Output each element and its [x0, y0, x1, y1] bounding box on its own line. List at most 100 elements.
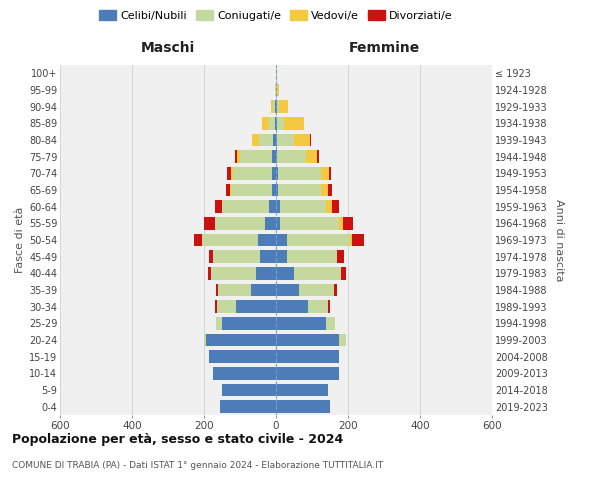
Bar: [222, 200, 269, 213]
Bar: [275, 84, 276, 96]
Bar: [230, 184, 231, 196]
Bar: [276, 250, 287, 263]
Bar: [294, 267, 341, 280]
Bar: [277, 117, 284, 130]
Bar: [332, 200, 339, 213]
Bar: [215, 217, 265, 230]
Bar: [235, 150, 237, 163]
Bar: [339, 334, 346, 346]
Bar: [208, 267, 211, 280]
Bar: [326, 200, 332, 213]
Bar: [287, 234, 350, 246]
Bar: [272, 167, 276, 179]
Bar: [204, 334, 206, 346]
Legend: Celibi/Nubili, Coniugati/e, Vedovi/e, Divorziati/e: Celibi/Nubili, Coniugati/e, Vedovi/e, Di…: [95, 6, 457, 25]
Bar: [276, 67, 277, 80]
Bar: [293, 134, 310, 146]
Bar: [211, 267, 256, 280]
Bar: [251, 284, 276, 296]
Bar: [220, 400, 276, 413]
Bar: [262, 117, 269, 130]
Bar: [280, 217, 339, 230]
Bar: [276, 200, 280, 213]
Bar: [276, 184, 278, 196]
Bar: [277, 134, 293, 146]
Bar: [276, 350, 339, 363]
Bar: [265, 217, 276, 230]
Bar: [275, 100, 276, 113]
Bar: [276, 384, 328, 396]
Bar: [334, 284, 337, 296]
Bar: [206, 334, 276, 346]
Bar: [322, 184, 328, 196]
Bar: [237, 150, 240, 163]
Y-axis label: Fasce di età: Fasce di età: [14, 207, 25, 273]
Bar: [233, 167, 272, 179]
Bar: [287, 100, 288, 113]
Bar: [209, 350, 276, 363]
Bar: [322, 167, 329, 179]
Bar: [273, 134, 276, 146]
Bar: [276, 300, 308, 313]
Bar: [260, 250, 276, 263]
Bar: [284, 117, 304, 130]
Bar: [269, 200, 276, 213]
Bar: [240, 150, 272, 163]
Bar: [275, 117, 276, 130]
Bar: [215, 300, 217, 313]
Bar: [218, 284, 251, 296]
Bar: [259, 134, 273, 146]
Bar: [217, 300, 236, 313]
Bar: [213, 367, 276, 380]
Bar: [310, 134, 311, 146]
Bar: [276, 100, 277, 113]
Bar: [317, 150, 319, 163]
Bar: [280, 200, 326, 213]
Bar: [227, 167, 230, 179]
Bar: [328, 184, 332, 196]
Bar: [256, 267, 276, 280]
Y-axis label: Anni di nascita: Anni di nascita: [554, 198, 565, 281]
Bar: [258, 234, 276, 246]
Bar: [236, 300, 276, 313]
Bar: [299, 284, 334, 296]
Bar: [276, 117, 277, 130]
Bar: [276, 217, 280, 230]
Bar: [326, 317, 335, 330]
Bar: [276, 167, 278, 179]
Bar: [202, 234, 258, 246]
Bar: [277, 100, 278, 113]
Bar: [215, 200, 222, 213]
Bar: [287, 250, 337, 263]
Bar: [226, 184, 230, 196]
Bar: [278, 100, 287, 113]
Bar: [251, 134, 259, 146]
Bar: [269, 117, 275, 130]
Bar: [276, 367, 339, 380]
Bar: [276, 284, 299, 296]
Bar: [209, 250, 213, 263]
Bar: [194, 234, 202, 246]
Bar: [277, 150, 306, 163]
Bar: [277, 84, 278, 96]
Bar: [204, 217, 215, 230]
Bar: [306, 150, 317, 163]
Bar: [337, 250, 344, 263]
Bar: [350, 234, 352, 246]
Bar: [308, 300, 328, 313]
Bar: [222, 317, 276, 330]
Bar: [276, 334, 339, 346]
Bar: [215, 284, 218, 296]
Bar: [231, 184, 272, 196]
Bar: [276, 267, 294, 280]
Bar: [222, 384, 276, 396]
Bar: [271, 100, 274, 113]
Bar: [328, 300, 330, 313]
Text: Popolazione per età, sesso e stato civile - 2024: Popolazione per età, sesso e stato civil…: [12, 432, 343, 446]
Bar: [276, 150, 277, 163]
Bar: [272, 150, 276, 163]
Bar: [329, 167, 331, 179]
Bar: [276, 234, 287, 246]
Bar: [276, 400, 330, 413]
Bar: [276, 317, 326, 330]
